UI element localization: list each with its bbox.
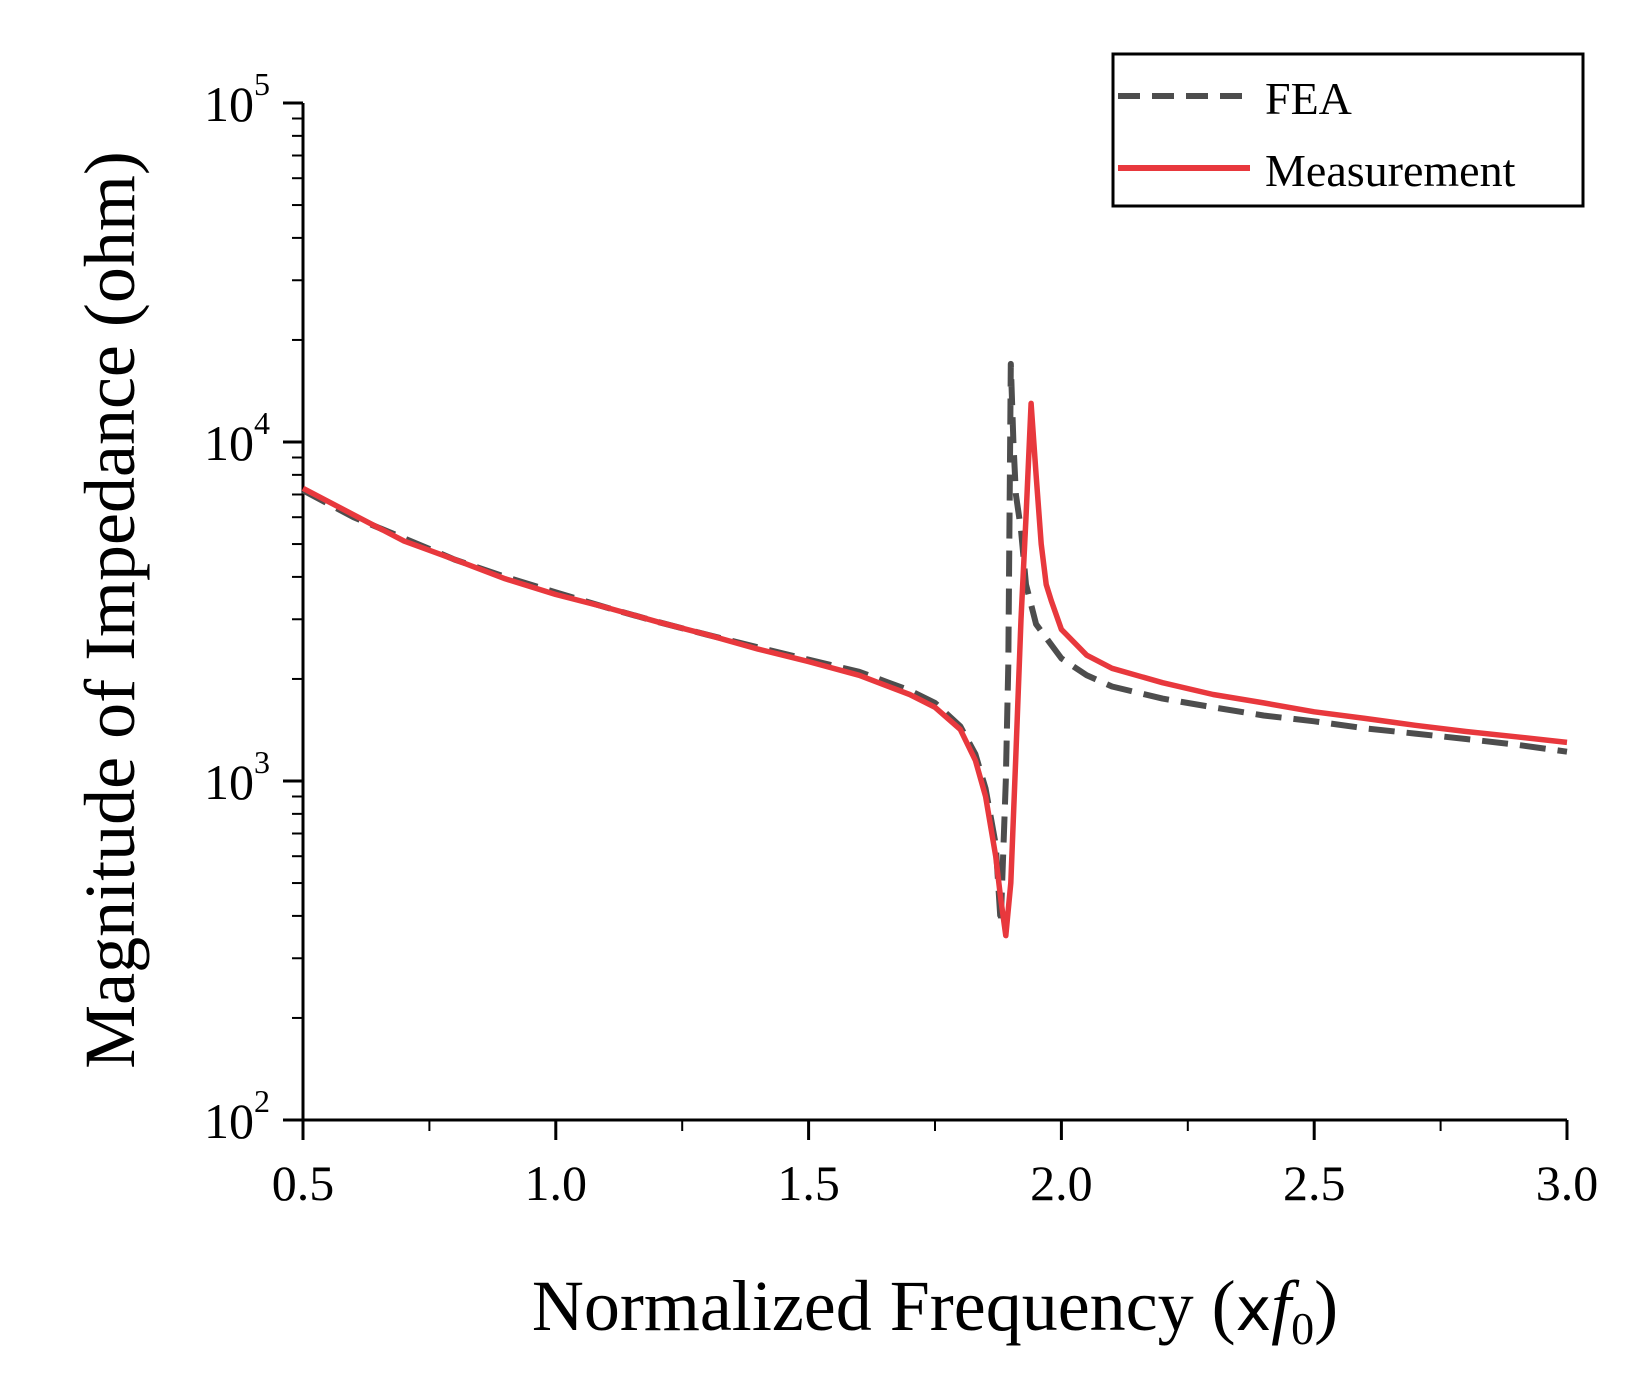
y-tick-label-base: 10 — [204, 415, 254, 471]
y-tick-label: 104 — [204, 405, 270, 471]
x-tick-label: 0.5 — [272, 1155, 335, 1211]
y-tick-label: 102 — [204, 1083, 270, 1149]
x-tick-label: 2.5 — [1283, 1155, 1346, 1211]
legend-label-fea: FEA — [1265, 73, 1352, 124]
x-axis-title-subscript: 0 — [1291, 1303, 1314, 1354]
y-tick-label-exponent: 5 — [254, 66, 270, 102]
y-tick-label-exponent: 3 — [254, 744, 270, 780]
x-tick-label: 2.0 — [1030, 1155, 1093, 1211]
y-tick-label-exponent: 2 — [254, 1083, 270, 1119]
x-axis-title: Normalized Frequency (xf0) — [532, 1266, 1338, 1354]
x-tick-label: 1.0 — [525, 1155, 588, 1211]
y-tick-label-base: 10 — [204, 1093, 254, 1149]
series-line-measurement — [301, 400, 1568, 939]
y-tick-label-base: 10 — [204, 76, 254, 132]
y-tick-label: 105 — [204, 66, 270, 132]
x-tick-label: 1.5 — [777, 1155, 840, 1211]
y-tick-label-base: 10 — [204, 754, 254, 810]
y-tick-label-exponent: 4 — [254, 405, 270, 441]
x-axis-title-symbol: x — [1236, 1275, 1272, 1345]
x-axis-title-text: Normalized Frequency ( — [532, 1266, 1236, 1346]
legend-label-measurement: Measurement — [1265, 145, 1516, 196]
x-tick-label: 3.0 — [1536, 1155, 1599, 1211]
y-minor-ticks — [292, 117, 303, 1019]
y-tick-label: 103 — [204, 744, 270, 810]
x-ticks: 0.5 1.0 1.5 2.0 2.5 3.0 — [272, 1120, 1599, 1211]
series-line-fea — [301, 360, 1568, 927]
y-axis-title: Magnitude of Impedance (ohm) — [70, 151, 150, 1069]
series-layer — [301, 360, 1568, 939]
x-axis-title-close: ) — [1314, 1266, 1338, 1346]
legend: FEA Measurement — [1111, 52, 1585, 208]
legend-box — [1111, 52, 1585, 208]
